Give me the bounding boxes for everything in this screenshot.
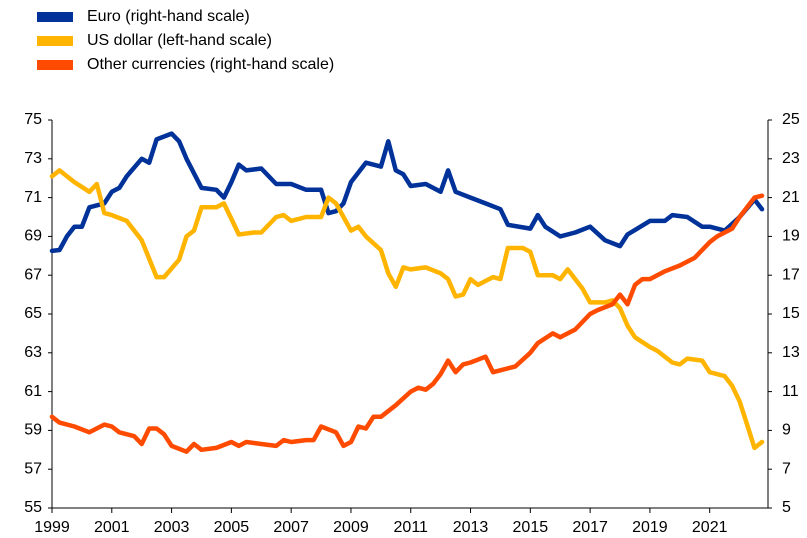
y2-tick-label: 19 bbox=[782, 228, 800, 245]
series-line bbox=[49, 168, 765, 451]
x-tick-label: 2011 bbox=[394, 519, 429, 536]
y-tick-label: 59 bbox=[24, 422, 42, 439]
x-tick-label: 2001 bbox=[94, 519, 130, 536]
legend-swatch bbox=[37, 60, 73, 70]
x-tick-label: 2009 bbox=[333, 519, 369, 536]
y-tick-label: 65 bbox=[24, 305, 42, 322]
x-tick-label: 2015 bbox=[513, 519, 549, 536]
y2-tick-label: 23 bbox=[782, 150, 800, 167]
y2-tick-label: 9 bbox=[782, 422, 791, 439]
y-tick-label: 63 bbox=[24, 344, 42, 361]
y-tick-label: 55 bbox=[24, 499, 42, 516]
x-tick-label: 1999 bbox=[34, 519, 70, 536]
legend-label: Other currencies (right-hand scale) bbox=[87, 56, 334, 73]
x-tick-label: 2003 bbox=[154, 519, 190, 536]
legend-swatch bbox=[37, 12, 73, 22]
x-tick-label: 2019 bbox=[632, 519, 668, 536]
legend-label: Euro (right-hand scale) bbox=[87, 8, 250, 25]
y-tick-label: 75 bbox=[24, 111, 42, 128]
x-tick-label: 2013 bbox=[453, 519, 489, 536]
y2-tick-label: 11 bbox=[782, 383, 799, 400]
y2-tick-label: 25 bbox=[782, 111, 800, 128]
y2-tick-label: 5 bbox=[782, 499, 791, 516]
y-tick-label: 71 bbox=[24, 189, 42, 206]
legend-swatch bbox=[37, 36, 73, 46]
y2-tick-label: 15 bbox=[782, 305, 800, 322]
y2-tick-label: 13 bbox=[782, 344, 800, 361]
x-tick-label: 2005 bbox=[214, 519, 250, 536]
series-line bbox=[49, 193, 765, 454]
x-tick-label: 2021 bbox=[692, 519, 728, 536]
x-tick-label: 2007 bbox=[273, 519, 309, 536]
y-tick-label: 67 bbox=[24, 266, 42, 283]
legend-label: US dollar (left-hand scale) bbox=[87, 32, 272, 49]
y2-tick-label: 21 bbox=[782, 189, 800, 206]
series-line bbox=[49, 131, 765, 254]
y-tick-label: 57 bbox=[24, 460, 42, 477]
y2-tick-label: 17 bbox=[782, 266, 800, 283]
x-tick-label: 2017 bbox=[572, 519, 608, 536]
y-tick-label: 73 bbox=[24, 150, 42, 167]
y-tick-label: 69 bbox=[24, 228, 42, 245]
y2-tick-label: 7 bbox=[782, 460, 791, 477]
y-tick-label: 61 bbox=[24, 383, 42, 400]
